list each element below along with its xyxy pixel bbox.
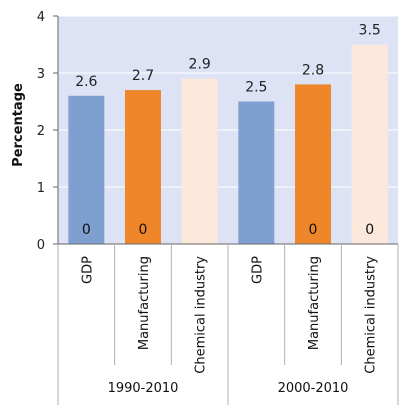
value-label: 2.7 — [132, 68, 154, 84]
group-label: 1990-2010 — [108, 381, 179, 396]
y-tick-label: 3 — [37, 67, 45, 82]
bar-base-label: 0 — [309, 222, 318, 238]
category-label: GDP — [250, 256, 265, 284]
value-label: 3.5 — [359, 23, 381, 39]
category-label: GDP — [80, 256, 95, 284]
bar-gdp-1 — [68, 95, 105, 244]
value-label: 2.8 — [302, 62, 324, 78]
value-label: 2.6 — [75, 74, 97, 90]
y-tick-label: 1 — [37, 181, 45, 196]
bars — [68, 44, 388, 245]
category-label: Manufacturing — [307, 256, 322, 350]
bar-gdp-2 — [238, 101, 275, 244]
y-tick-label: 2 — [37, 124, 45, 139]
category-label: Chemical industry — [194, 256, 209, 374]
grid-lines — [58, 15, 398, 188]
bar-chemical-industry-2 — [351, 44, 388, 244]
group-label: 2000-2010 — [278, 381, 349, 396]
bar-manufacturing-2 — [295, 84, 331, 245]
bar-manufacturing-1 — [125, 90, 161, 244]
y-tick-label: 4 — [37, 10, 45, 25]
value-label: 2.5 — [245, 80, 267, 96]
category-label: Manufacturing — [137, 256, 152, 350]
y-axis-title: Percentage — [11, 83, 26, 167]
bar-base-label: 0 — [365, 222, 374, 238]
bar-base-label: 0 — [139, 222, 148, 238]
category-label: Chemical industry — [364, 256, 379, 374]
bar-chemical-industry-1 — [181, 78, 218, 244]
value-label: 2.9 — [189, 57, 211, 73]
axes — [53, 15, 399, 405]
labels: 0 1 2 3 4 2.6 0 GDP 2.7 0 Manufacturing 2.9 Chemical… — [37, 10, 381, 396]
y-tick-label: 0 — [37, 238, 45, 253]
bar-base-label: 0 — [82, 222, 91, 238]
